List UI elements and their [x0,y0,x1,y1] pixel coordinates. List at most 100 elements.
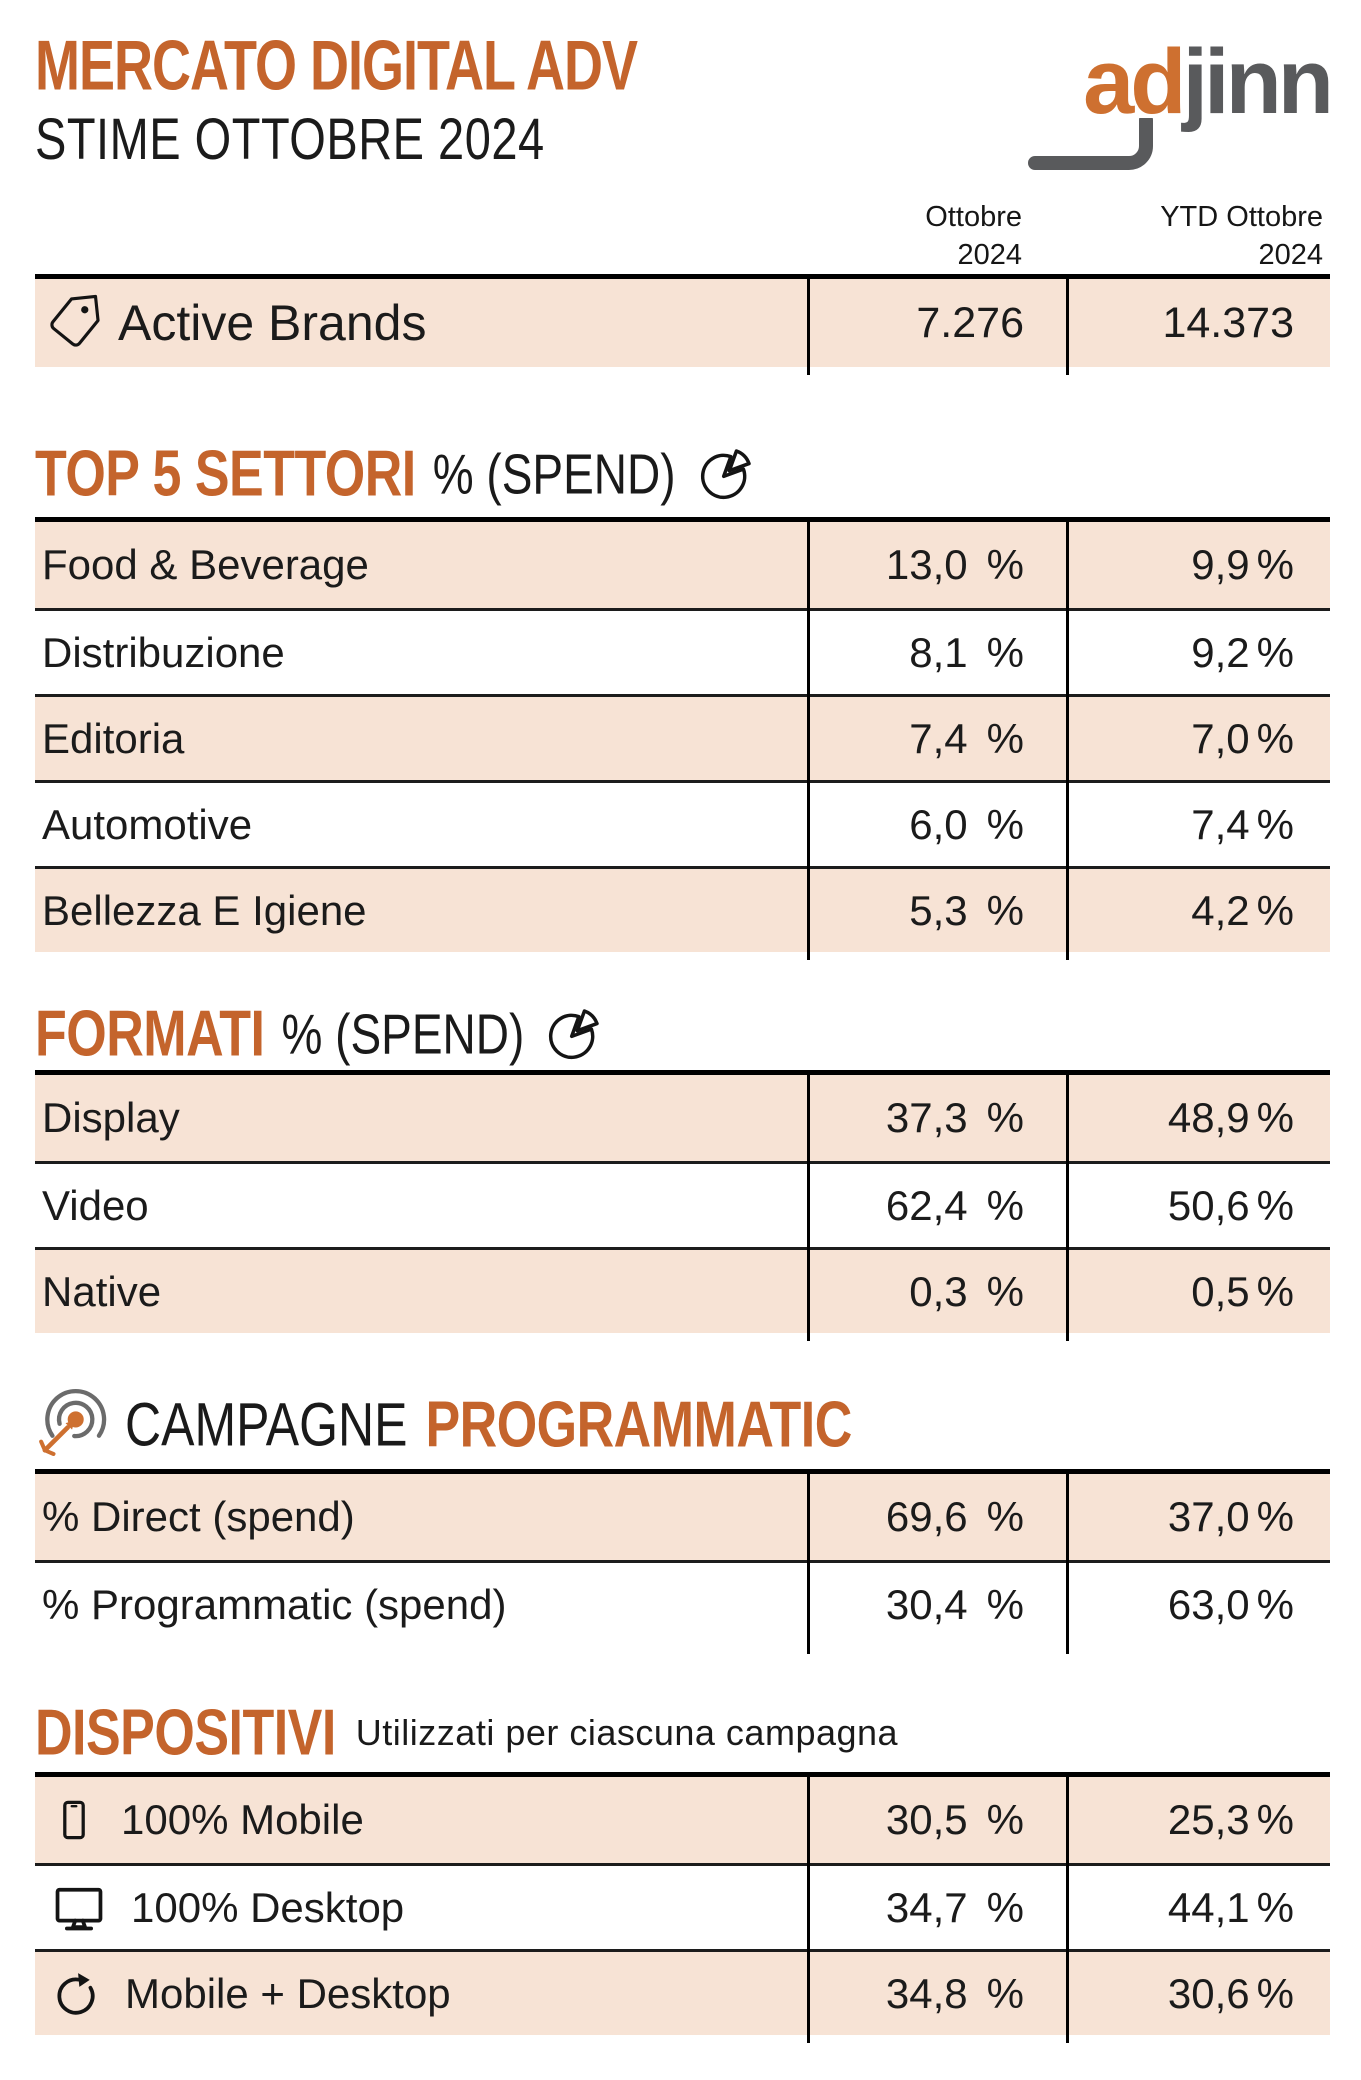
percent-sign: % [1256,800,1294,848]
row-label: 100% Mobile [121,1796,364,1843]
table-row: Display 37,3% 48,9% [35,1075,1330,1161]
ytd-value: 37,0 [1167,1493,1250,1540]
formati-table: Display 37,3% 48,9% Video 62,4% 50,6% Na… [35,1070,1330,1341]
ottobre-value: 7,4 [909,714,968,762]
row-label: 100% Desktop [131,1883,405,1931]
adjinn-logo: adjinn [1020,31,1334,182]
row-label: Distribuzione [42,628,285,676]
row-label: % Programmatic (spend) [42,1580,507,1628]
row-label: Video [42,1181,149,1229]
section-header-formati: FORMATI % (SPEND) [35,998,1330,1070]
logo-swoosh [1028,118,1153,170]
pie-chart-icon [549,1009,600,1060]
desktop-monitor-icon [55,1887,103,1930]
percent-sign: % [986,628,1024,676]
ytd-value: 9,9 [1191,541,1250,588]
active-brands-ytd-value: 14.373 [1162,298,1294,347]
top5-settori-table: Food & Beverage 13,0% 9,9% Distribuzione… [35,517,1330,960]
percent-sign: % [986,1181,1024,1229]
ottobre-value: 6,0 [909,800,968,848]
table-row: Distribuzione 8,1% 9,2% [35,608,1330,694]
percent-sign: % [1256,628,1294,676]
ytd-value: 25,3 [1167,1796,1250,1843]
campagne-programmatic-table: % Direct (spend) 69,6% 37,0% % Programma… [35,1469,1330,1654]
percent-sign: % [986,1580,1024,1628]
percent-sign: % [1256,541,1294,588]
row-label: Automotive [42,800,253,848]
row-label: Editoria [42,714,185,762]
logo-text-ad: ad [1083,31,1186,133]
percent-sign: % [1256,714,1294,762]
row-label: Bellezza E Igiene [42,886,367,934]
ytd-value: 50,6 [1167,1181,1250,1229]
section-title: TOP 5 SETTORI [35,437,416,511]
ottobre-value: 5,3 [909,886,968,934]
section-suffix: % (SPEND) [281,1002,525,1066]
row-label: Food & Beverage [42,541,369,588]
ottobre-value: 30,5 [885,1796,968,1843]
percent-sign: % [986,1883,1024,1931]
table-row: Video 62,4% 50,6% [35,1161,1330,1247]
active-brands-row: Active Brands 7.276 14.373 [35,279,1330,367]
table-row: Automotive 6,0% 7,4% [35,780,1330,866]
report-header: MERCATO DIGITAL ADV STIME OTTOBRE 2024 a… [35,26,1334,171]
row-label: Mobile + Desktop [125,1969,451,2017]
percent-sign: % [1256,1580,1294,1628]
section-header-campagne: CAMPAGNE PROGRAMMATIC [35,1385,1330,1465]
active-brands-ottobre-value: 7.276 [916,298,1024,347]
percent-sign: % [986,1969,1024,2017]
table-row: % Programmatic (spend) 30,4% 63,0% [35,1560,1330,1646]
ytd-value: 30,6 [1167,1969,1250,2017]
ottobre-value: 37,3 [885,1094,968,1141]
percent-sign: % [986,541,1024,588]
pie-chart-icon [700,449,751,500]
ytd-value: 4,2 [1191,886,1250,934]
table-row: Native 0,3% 0,5% [35,1247,1330,1333]
ytd-value: 9,2 [1191,628,1250,676]
ottobre-value: 13,0 [885,541,968,588]
ottobre-value: 34,7 [885,1883,968,1931]
target-arrow-icon [39,1388,107,1456]
section-suffix: % (SPEND) [432,442,676,506]
ytd-value: 48,9 [1167,1094,1250,1141]
ytd-value: 7,4 [1191,800,1250,848]
section-header-top5: TOP 5 SETTORI % (SPEND) [35,431,1330,517]
percent-sign: % [986,1094,1024,1141]
ytd-value: 63,0 [1167,1580,1250,1628]
table-row: Bellezza E Igiene 5,3% 4,2% [35,866,1330,952]
percent-sign: % [986,886,1024,934]
page-title: MERCATO DIGITAL ADV [35,27,638,106]
section-title: PROGRAMMATIC [425,1388,852,1462]
ottobre-value: 0,3 [909,1267,968,1315]
section-suffix: Utilizzati per ciascuna campagna [355,1712,899,1753]
row-label: Native [42,1267,162,1315]
percent-sign: % [1256,1267,1294,1315]
percent-sign: % [1256,886,1294,934]
percent-sign: % [1256,1181,1294,1229]
table-row: 100% Desktop 34,7% 44,1% [35,1863,1330,1949]
percent-sign: % [1256,1883,1294,1931]
ottobre-value: 30,4 [885,1580,968,1628]
ottobre-value: 34,8 [885,1969,968,2017]
ottobre-value: 62,4 [885,1181,968,1229]
logo-text-jinn: jinn [1182,31,1334,133]
percent-sign: % [986,1796,1024,1843]
ottobre-value: 8,1 [909,628,968,676]
row-label: % Direct (spend) [42,1493,355,1540]
ytd-value: 44,1 [1167,1883,1250,1931]
row-label: Display [42,1094,180,1141]
active-brands-table: Active Brands 7.276 14.373 [35,274,1330,375]
section-header-dispositivi: DISPOSITIVI Utilizzati per ciascuna camp… [35,1697,1330,1770]
percent-sign: % [1256,1493,1294,1540]
percent-sign: % [1256,1094,1294,1141]
ytd-value: 7,0 [1191,714,1250,762]
sync-rotate-icon [57,1972,95,2015]
mobile-phone-icon [63,1800,85,1840]
percent-sign: % [986,800,1024,848]
ytd-value: 0,5 [1191,1267,1250,1315]
table-row: Editoria 7,4% 7,0% [35,694,1330,780]
table-row: 100% Mobile 30,5% 25,3% [35,1777,1330,1863]
column-header-ytd: YTD Ottobre 2024 [1160,201,1323,271]
section-title: FORMATI [35,997,265,1071]
